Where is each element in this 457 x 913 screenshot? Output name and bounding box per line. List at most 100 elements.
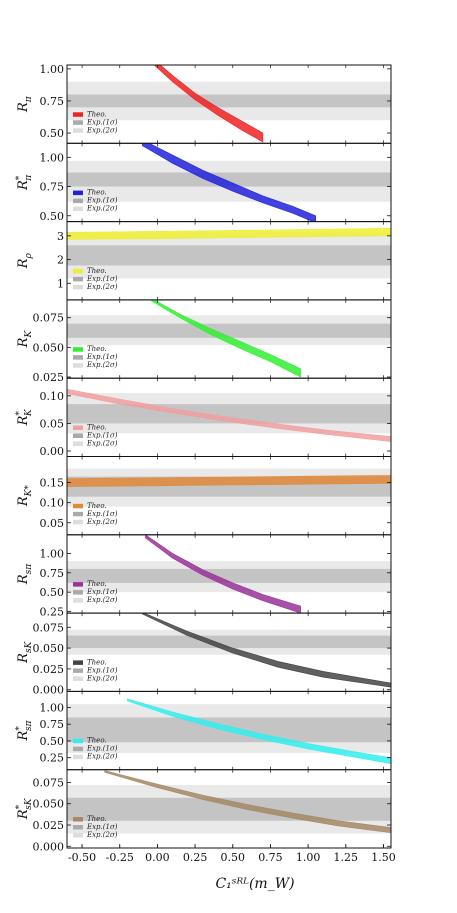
legend-exp-2sigma-swatch [73, 754, 83, 760]
y-tick-label: 0.10 [40, 497, 65, 510]
y-axis-label-base: R [16, 180, 31, 191]
legend-theory-swatch [73, 190, 83, 196]
panel-1: 1.00 0.75 0.50 Rπ Theo.Exp.(1σ)Exp.(2σ) [16, 63, 392, 144]
panel-frame [66, 769, 392, 849]
legend-theory-swatch [73, 817, 83, 822]
legend-exp-2sigma-label: Exp.(2σ) [86, 126, 118, 134]
legend-exp-1sigma-swatch [73, 511, 83, 517]
legend-theory-swatch [73, 425, 83, 430]
y-axis-label-base: R [16, 415, 31, 426]
legend: Theo.Exp.(1σ)Exp.(2σ) [73, 424, 118, 448]
legend-exp-1sigma-label: Exp.(1σ) [86, 823, 118, 831]
y-axis-label-base: R [16, 574, 31, 585]
legend-exp-2sigma-label: Exp.(2σ) [86, 440, 118, 448]
legend-exp-1sigma-swatch [73, 120, 83, 125]
panel-10: 0.075 0.050 0.025 0.000 R*sK Theo.Exp.(1σ)Exp… [15, 769, 392, 853]
theory-band [67, 388, 391, 442]
y-tick-label: 3 [57, 230, 64, 243]
y-axis-label: RK* [16, 485, 34, 508]
legend-exp-2sigma-swatch [73, 833, 83, 838]
legend-exp-2sigma-swatch [73, 206, 83, 212]
y-tick-label: 1.00 [40, 63, 65, 76]
legend-theory-swatch [73, 660, 83, 665]
y-tick-label: 0.050 [33, 642, 65, 655]
legend-exp-2sigma-swatch [73, 598, 83, 603]
panel-9: 1.00 0.75 0.50 0.25 R*sπ Theo.Exp.(1σ)Exp.(2σ… [15, 690, 392, 771]
x-tick-label: 0.75 [258, 851, 283, 864]
y-axis-label-base: R [16, 730, 31, 741]
legend-exp-2sigma-label: Exp.(2σ) [86, 596, 118, 604]
legend-exp-2sigma-swatch [73, 676, 83, 681]
y-tick-label: 1 [57, 277, 64, 290]
panel-plot-area [67, 65, 391, 143]
exp-1sigma-band [67, 245, 391, 266]
x-tick-label: 0.50 [221, 851, 246, 864]
y-tick-label: 0.15 [40, 477, 65, 490]
x-axis-label: C₁ˢᴿᴸ(m_W) [215, 876, 294, 892]
y-axis-label-star: * [15, 726, 25, 731]
x-tick-label: 1.00 [296, 851, 321, 864]
theory-band [104, 770, 391, 834]
y-tick-label: 0.50 [40, 735, 65, 748]
legend: Theo.Exp.(1σ)Exp.(2σ) [73, 110, 118, 134]
legend: Theo.Exp.(1σ)Exp.(2σ) [73, 658, 118, 682]
panel-plot-area [67, 468, 391, 507]
legend-theory-label: Theo. [87, 580, 107, 588]
theory-band [149, 299, 301, 378]
y-axis-label: R*sK [15, 797, 34, 820]
panel-2: 1.00 0.75 0.50 R*π Theo.Exp.(1σ)Exp.(2σ) [15, 142, 392, 223]
y-tick-label: 0.025 [33, 371, 65, 384]
legend-theory-label: Theo. [87, 658, 107, 666]
legend-theory-label: Theo. [87, 267, 107, 275]
y-axis-label-sub: ρ [24, 253, 34, 260]
y-tick-label: 0.50 [40, 127, 65, 140]
panel-plot-area [67, 299, 391, 378]
legend-exp-1sigma-label: Exp.(1σ) [86, 666, 118, 674]
theory-band [127, 698, 391, 765]
legend-exp-1sigma-swatch [73, 746, 83, 752]
legend: Theo.Exp.(1σ)Exp.(2σ) [73, 737, 118, 761]
panel-7: 1.00 0.75 0.50 0.25 Rsπ Theo.Exp.(1σ)Exp.(2σ) [16, 534, 392, 619]
y-tick-label: 2 [57, 254, 64, 267]
x-axis-group: -0.50 -0.25 0.00 0.25 0.50 0.75 1.00 1.25 1.50 [68, 844, 396, 864]
y-axis-label-base: R [16, 102, 31, 113]
y-tick-label: 1.00 [40, 547, 65, 560]
legend-exp-2sigma-label: Exp.(2σ) [86, 361, 118, 369]
legend-exp-1sigma-swatch [73, 825, 83, 830]
theory-band [153, 65, 264, 143]
legend-theory-swatch [73, 738, 83, 744]
y-tick-label: 0.075 [33, 776, 65, 789]
legend: Theo.Exp.(1σ)Exp.(2σ) [73, 189, 118, 213]
legend: Theo.Exp.(1σ)Exp.(2σ) [73, 267, 118, 291]
y-tick-label: 0.25 [40, 752, 65, 765]
y-tick-label: 0.10 [40, 390, 65, 403]
y-axis-label-base: R [16, 809, 31, 820]
legend-theory-label: Theo. [87, 502, 107, 510]
y-tick-label: 0.050 [33, 798, 65, 811]
exp-1sigma-band [67, 635, 391, 649]
y-tick-label: 0.025 [33, 663, 65, 676]
legend-exp-1sigma-label: Exp.(1σ) [86, 275, 118, 283]
legend-exp-2sigma-label: Exp.(2σ) [86, 753, 118, 761]
theory-band [67, 475, 391, 487]
y-tick-label: 1.00 [40, 151, 65, 164]
y-tick-label: 0.05 [40, 517, 65, 530]
x-tick-label: 0.25 [183, 851, 208, 864]
legend-exp-1sigma-swatch [73, 590, 83, 595]
legend-exp-2sigma-swatch [73, 441, 83, 446]
y-axis-label: RsK [16, 640, 34, 663]
panel-plot-area [67, 227, 391, 279]
y-axis-label: Rsπ [16, 563, 34, 585]
x-tick-label: 1.25 [334, 851, 359, 864]
legend: Theo.Exp.(1σ)Exp.(2σ) [73, 580, 118, 604]
legend-exp-1sigma-swatch [73, 433, 83, 438]
legend-exp-1sigma-label: Exp.(1σ) [86, 588, 118, 596]
y-tick-label: 0.50 [40, 210, 65, 223]
panel-3: 3 2 1 Rρ Theo.Exp.(1σ)Exp.(2σ) [16, 221, 392, 301]
y-tick-label: 0.50 [40, 586, 65, 599]
theory-band [142, 143, 316, 222]
y-axis-label-base: R [16, 653, 31, 664]
y-axis-label-sub: π [24, 95, 34, 103]
y-tick-label: 0.75 [40, 181, 65, 194]
